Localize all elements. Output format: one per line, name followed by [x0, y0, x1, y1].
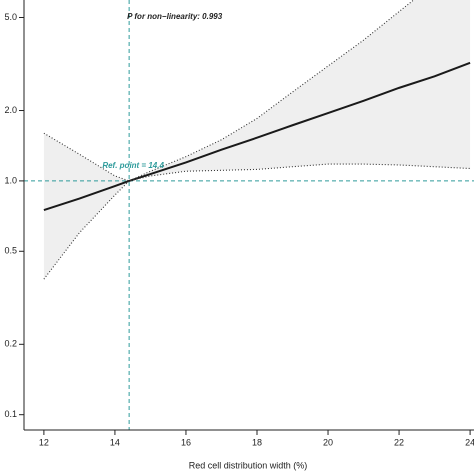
x-tick-label: 16 [181, 437, 191, 447]
p-annotation: P for non−linearity: 0.993 [127, 12, 223, 21]
ref-annotation: Ref. point = 14.4 [102, 161, 164, 170]
plot-area [24, 0, 474, 430]
series-line [43, 61, 471, 212]
y-tick-label: 5.0 [4, 12, 17, 22]
ci-band [43, 0, 471, 280]
series-line [43, 0, 415, 182]
x-tick-label: 20 [323, 437, 333, 447]
x-tick-label: 14 [110, 437, 120, 447]
x-tick-label: 18 [252, 437, 262, 447]
y-tick-label: 2.0 [4, 105, 17, 115]
x-tick-label: 12 [39, 437, 49, 447]
y-tick-label: 0.1 [4, 409, 17, 419]
x-axis-title: Red cell distribution width (%) [189, 460, 308, 470]
y-tick-label: 0.2 [4, 339, 17, 349]
y-tick-label: 0.5 [4, 246, 17, 256]
y-tick-label: 1.0 [4, 175, 17, 185]
x-tick-label: 22 [394, 437, 404, 447]
x-tick-label: 24 [465, 437, 474, 447]
